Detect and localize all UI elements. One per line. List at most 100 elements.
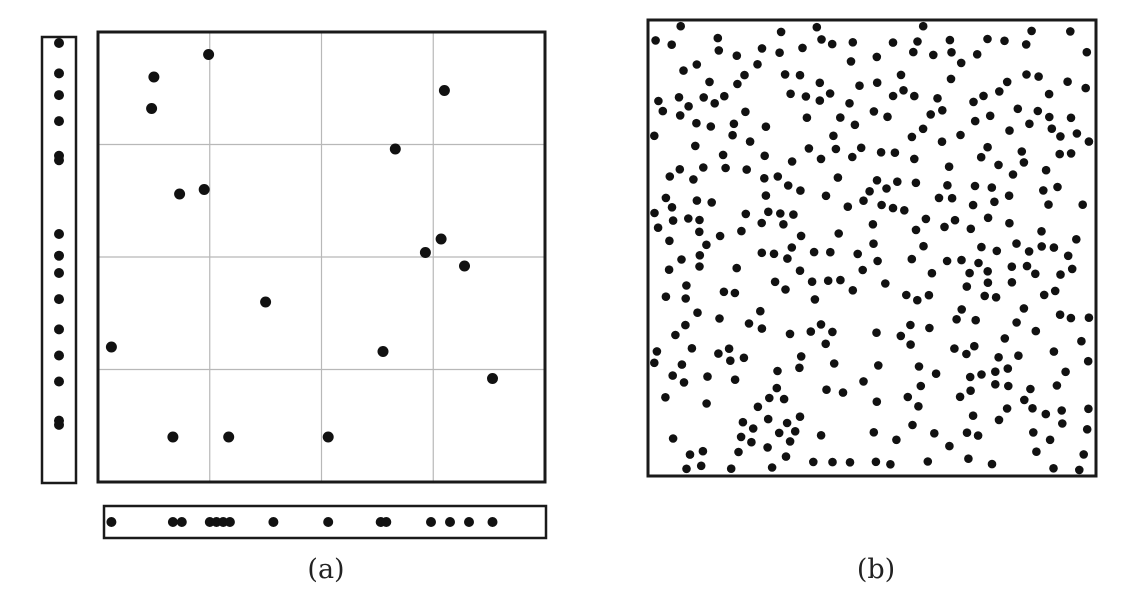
scatter-point — [900, 206, 909, 215]
scatter-point — [923, 457, 933, 466]
scatter-point — [753, 60, 762, 69]
scatter-point — [740, 70, 749, 80]
scatter-point — [956, 58, 966, 68]
scatter-point — [730, 375, 740, 385]
scatter-point — [795, 412, 805, 422]
scatter-point — [650, 358, 659, 368]
y-projection-strip — [40, 35, 78, 485]
scatter-point — [668, 216, 678, 225]
scatter-point — [872, 52, 882, 62]
scatter-point — [987, 183, 997, 192]
scatter-point — [843, 202, 853, 211]
scatter-point — [856, 143, 866, 153]
scatter-point — [726, 464, 736, 474]
scatter-point — [821, 191, 831, 201]
scatter-point — [1013, 104, 1023, 114]
scatter-point — [732, 51, 742, 60]
scatter-point — [1067, 264, 1077, 274]
scatter-point — [146, 103, 158, 114]
scatter-point — [738, 417, 748, 427]
scatter-point — [934, 193, 944, 203]
scatter-point — [938, 106, 947, 115]
scatter-point — [924, 290, 934, 300]
scatter-point — [1002, 77, 1012, 87]
scatter-point — [764, 207, 773, 217]
scatter-point — [748, 424, 758, 433]
scatter-point — [836, 275, 845, 285]
scatter-point — [203, 49, 215, 60]
scatter-point — [962, 282, 972, 291]
scatter-point — [661, 393, 670, 402]
scatter-point — [1082, 425, 1092, 434]
scatter-point — [684, 102, 693, 111]
scatter-point — [896, 70, 906, 80]
scatter-point — [1082, 47, 1092, 57]
scatter-point — [918, 124, 928, 134]
scatter-point — [1057, 406, 1066, 415]
panel-b-frame — [646, 18, 1098, 478]
scatter-point — [970, 341, 979, 351]
scatter-point — [761, 122, 771, 131]
scatter-point — [719, 287, 729, 297]
scatter-point — [677, 360, 687, 369]
scatter-point — [692, 118, 701, 128]
scatter-point — [1072, 129, 1082, 138]
scatter-point — [846, 57, 856, 66]
scatter-point — [1066, 149, 1076, 158]
scatter-point — [745, 137, 755, 146]
scatter-point — [1026, 384, 1035, 394]
scatter-point — [836, 113, 845, 122]
scatter-point — [795, 363, 804, 373]
scatter-point — [676, 21, 685, 31]
scatter-point — [1034, 72, 1043, 81]
scatter-point — [859, 377, 868, 386]
scatter-point — [737, 226, 746, 236]
scatter-point — [831, 144, 841, 154]
scatter-point — [983, 34, 992, 44]
scatter-point — [945, 35, 955, 45]
scatter-point — [757, 248, 767, 258]
scatter-point — [707, 198, 716, 207]
scatter-point — [720, 91, 729, 101]
scatter-point — [838, 388, 848, 397]
scatter-point — [459, 260, 470, 272]
scatter-point — [965, 372, 975, 382]
scatter-point — [834, 229, 843, 238]
scatter-point — [1039, 290, 1049, 300]
scatter-point — [682, 464, 691, 474]
scatter-point — [888, 91, 898, 101]
scatter-point — [1066, 313, 1076, 323]
scatter-point — [773, 172, 783, 181]
projection-point — [323, 517, 334, 527]
scatter-point — [816, 431, 826, 440]
scatter-point — [1050, 286, 1060, 296]
scatter-point — [691, 141, 700, 151]
scatter-point — [1041, 409, 1051, 419]
scatter-point — [1019, 158, 1029, 167]
panel-a-y-projection — [40, 35, 78, 485]
scatter-point — [815, 78, 825, 88]
scatter-point — [1077, 336, 1086, 346]
scatter-point — [705, 77, 714, 87]
scatter-point — [1005, 218, 1014, 228]
scatter-point — [925, 323, 934, 333]
scatter-point — [1044, 89, 1054, 99]
panel-a-x-projection — [102, 504, 548, 540]
scatter-point — [914, 362, 924, 371]
scatter-point — [1014, 351, 1023, 361]
scatter-point — [972, 50, 982, 59]
scatter-point — [718, 150, 728, 160]
scatter-point — [850, 120, 860, 130]
scatter-point — [677, 255, 686, 264]
scatter-point — [377, 346, 389, 357]
scatter-point — [715, 314, 724, 323]
scatter-point — [1084, 137, 1094, 146]
projection-point — [54, 68, 64, 79]
scatter-point — [957, 255, 966, 265]
panel-a-caption: (a) — [307, 554, 344, 585]
scatter-point — [658, 106, 668, 116]
panel-a-frame — [96, 30, 547, 484]
scatter-point — [786, 89, 795, 99]
scatter-point — [732, 263, 741, 273]
scatter-point — [769, 249, 779, 259]
